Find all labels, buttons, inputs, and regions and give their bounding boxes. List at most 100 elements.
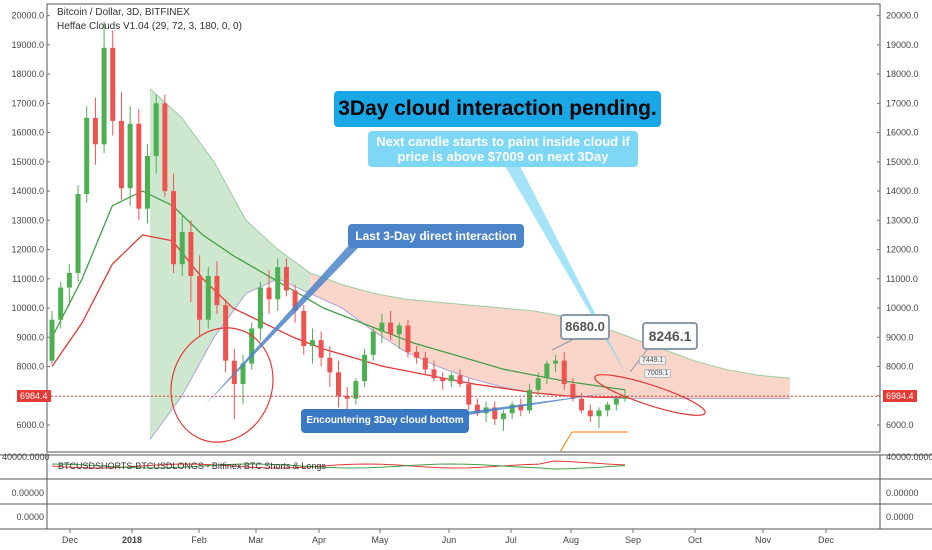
candle-body bbox=[231, 360, 237, 385]
x-tick-label: Jul bbox=[505, 535, 517, 545]
candle-body bbox=[214, 275, 220, 306]
current-price-tag-right: 6984.4 bbox=[883, 390, 917, 402]
candle-body bbox=[301, 310, 307, 347]
y-tick-label-right: 15000.0 bbox=[886, 157, 919, 167]
y-tick-label-left: 19000.0 bbox=[11, 40, 44, 50]
y-tick-label-left: 11000.0 bbox=[12, 274, 44, 284]
price-box-target: 8246.1 bbox=[642, 322, 698, 350]
candle-body bbox=[362, 354, 368, 382]
candle-body bbox=[509, 404, 515, 414]
candle-body bbox=[110, 47, 116, 121]
candle-body bbox=[492, 407, 498, 420]
pane2-value-right: 0.00000 bbox=[886, 488, 919, 498]
y-tick-label-left: 6000.0 bbox=[16, 420, 44, 430]
y-tick-label-right: 18000.0 bbox=[886, 69, 919, 79]
pane2-value-left: 0.00000 bbox=[11, 488, 44, 498]
x-tick-label: Feb bbox=[191, 535, 207, 545]
candle-body bbox=[388, 322, 394, 335]
candle-body bbox=[197, 275, 203, 320]
cloud-lower-line bbox=[149, 278, 790, 440]
candle-body bbox=[570, 384, 576, 399]
y-tick-label-right: 19000.0 bbox=[886, 40, 919, 50]
candle-body bbox=[118, 120, 124, 189]
candle-body bbox=[527, 389, 532, 411]
candle-body bbox=[457, 375, 463, 385]
cloud-green bbox=[150, 88, 310, 440]
tag-lower: 7009.1 bbox=[644, 369, 672, 378]
y-tick-label-left: 18000.0 bbox=[11, 69, 44, 79]
y-tick-label-left: 8000.0 bbox=[16, 362, 44, 372]
candle-body bbox=[145, 155, 150, 209]
support-line bbox=[559, 431, 628, 453]
candle-body bbox=[205, 275, 211, 320]
x-tick-label: Apr bbox=[312, 535, 326, 545]
candle-body bbox=[613, 398, 619, 405]
sub-line-red bbox=[51, 460, 626, 469]
x-tick-label: Dec bbox=[62, 535, 79, 545]
candle-body bbox=[179, 232, 185, 265]
sub-pane-value-right: 40000.0000 bbox=[886, 452, 932, 462]
x-tick-label: Mar bbox=[248, 535, 264, 545]
candle-body bbox=[344, 395, 350, 399]
candle-body bbox=[535, 378, 541, 390]
candle-body bbox=[605, 404, 611, 411]
y-tick-label-right: 9000.0 bbox=[886, 332, 914, 342]
y-tick-label-left: 17000.0 bbox=[11, 98, 44, 108]
y-tick-label-right: 17000.0 bbox=[886, 98, 919, 108]
y-tick-label-left: 13000.0 bbox=[11, 215, 44, 225]
candle-body bbox=[553, 360, 559, 364]
callout-pointer-encountering bbox=[455, 392, 615, 417]
candle-body bbox=[75, 194, 81, 273]
y-tick-label-right: 12000.0 bbox=[886, 245, 919, 255]
candle-body bbox=[58, 287, 64, 320]
candle-body bbox=[396, 325, 402, 335]
candle-body bbox=[353, 381, 359, 399]
x-tick-label: Aug bbox=[563, 535, 579, 545]
candle-body bbox=[92, 117, 98, 145]
cloud-red bbox=[310, 272, 790, 399]
candle-body bbox=[405, 325, 411, 352]
main-annotation: 3Day cloud interaction pending. bbox=[334, 91, 661, 127]
highlight-ellipse-right bbox=[594, 374, 706, 416]
candle-body bbox=[440, 378, 446, 382]
x-tick-label: May bbox=[371, 535, 389, 545]
candle-body bbox=[370, 331, 376, 355]
candle-body bbox=[101, 47, 107, 145]
candle-body bbox=[579, 398, 585, 411]
candle-body bbox=[500, 413, 506, 420]
candle-body bbox=[223, 305, 229, 361]
candle-body bbox=[518, 404, 524, 411]
y-tick-label-left: 15000.0 bbox=[11, 157, 44, 167]
candle-body bbox=[171, 191, 177, 265]
y-tick-label-right: 11000.0 bbox=[886, 274, 918, 284]
chart-symbol-title: Bitcoin / Dollar, 3D, BITFINEX bbox=[57, 7, 190, 18]
candle-body bbox=[587, 410, 593, 417]
main-pane-frame bbox=[46, 3, 881, 453]
y-tick-label-right: 16000.0 bbox=[886, 128, 919, 138]
candle-body bbox=[257, 287, 263, 329]
y-tick-label-left: 10000.0 bbox=[11, 303, 44, 313]
candle-body bbox=[266, 287, 272, 300]
y-tick-label-right: 10000.0 bbox=[886, 303, 919, 313]
candle-body bbox=[431, 369, 437, 379]
candle-body bbox=[327, 357, 333, 373]
sub-annotation: Next candle starts to paint inside cloud… bbox=[368, 131, 638, 167]
y-tick-label-left: 12000.0 bbox=[11, 245, 44, 255]
candle-body bbox=[153, 103, 159, 156]
cloud-upper-line bbox=[149, 88, 791, 379]
candle-body bbox=[622, 395, 628, 399]
y-tick-label-left: 14000.0 bbox=[11, 186, 44, 196]
highlight-ellipse-left bbox=[170, 327, 274, 443]
x-tick-label: Dec bbox=[818, 535, 835, 545]
candle-body bbox=[283, 267, 289, 291]
y-tick-label-right: 6000.0 bbox=[886, 420, 914, 430]
candle-body bbox=[162, 103, 168, 192]
pane3-value-left: 0.0000 bbox=[16, 512, 44, 522]
x-tick-label: Nov bbox=[755, 535, 772, 545]
candle-body bbox=[379, 322, 385, 332]
candle-body bbox=[49, 319, 55, 361]
candle-body bbox=[240, 363, 246, 385]
y-tick-label-right: 13000.0 bbox=[886, 215, 919, 225]
current-price-tag-left: 6984.4 bbox=[17, 390, 51, 402]
pane3-value-right: 0.0000 bbox=[886, 512, 914, 522]
